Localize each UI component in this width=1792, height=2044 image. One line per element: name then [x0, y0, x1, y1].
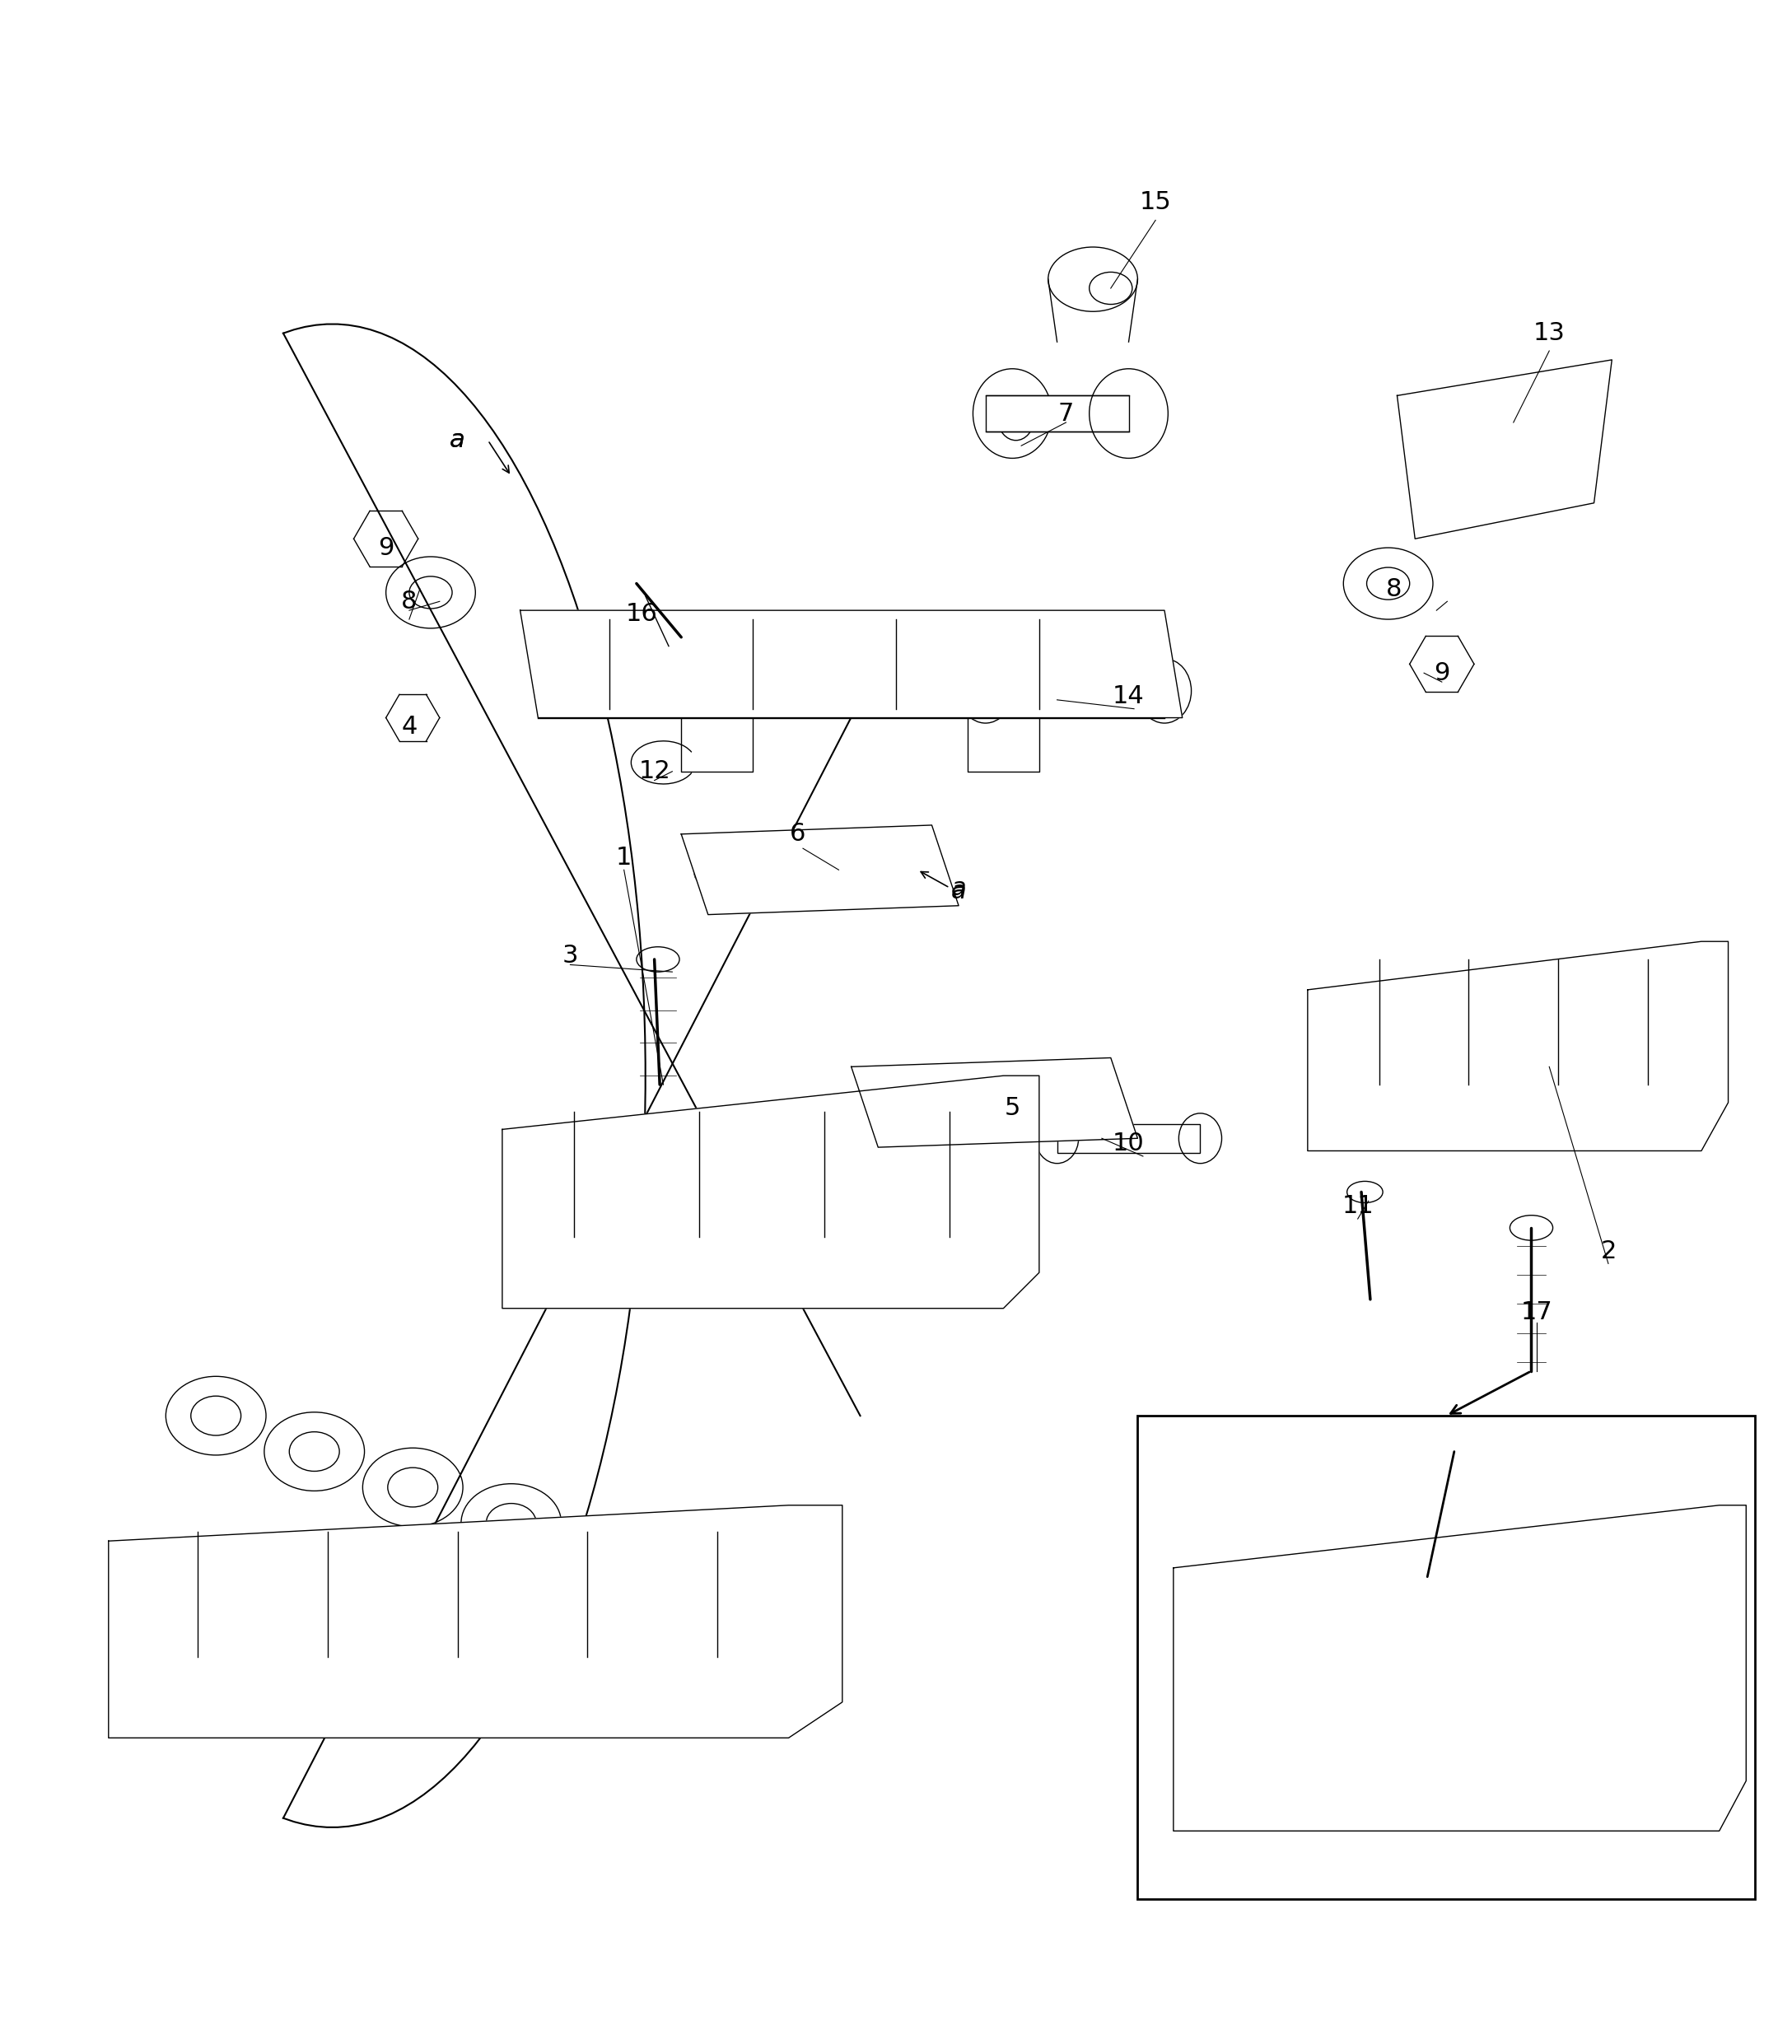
Polygon shape — [851, 1059, 1138, 1147]
Text: 2: 2 — [1600, 1239, 1616, 1263]
Text: 7: 7 — [1057, 401, 1073, 425]
Text: 11: 11 — [1342, 1194, 1374, 1218]
Polygon shape — [109, 1504, 842, 1737]
Text: a: a — [952, 879, 966, 903]
Text: 6: 6 — [790, 822, 806, 846]
Text: 8: 8 — [1385, 576, 1401, 601]
Text: 8: 8 — [401, 589, 418, 613]
Bar — [1138, 1416, 1754, 1899]
Polygon shape — [520, 611, 1183, 717]
Polygon shape — [1398, 360, 1611, 540]
Text: 14: 14 — [1113, 685, 1145, 707]
Polygon shape — [681, 826, 959, 914]
Polygon shape — [502, 1075, 1039, 1308]
Text: 10: 10 — [1113, 1132, 1145, 1155]
Text: 2: 2 — [1195, 1842, 1211, 1866]
Text: 3: 3 — [563, 944, 579, 967]
Bar — [986, 672, 1165, 709]
Bar — [1057, 1124, 1201, 1153]
Text: a: a — [450, 429, 466, 452]
Text: 適用号機
Serial No. 10282～: 適用号機 Serial No. 10282～ — [1333, 1864, 1496, 1899]
Polygon shape — [1308, 942, 1727, 1151]
Text: 18: 18 — [1495, 1515, 1525, 1539]
Text: 5: 5 — [1004, 1096, 1020, 1120]
Text: 9: 9 — [378, 536, 394, 560]
Text: 13: 13 — [1534, 321, 1564, 345]
Text: 12: 12 — [638, 760, 670, 783]
Text: 17: 17 — [1521, 1300, 1552, 1325]
Bar — [986, 397, 1129, 431]
Text: 4: 4 — [401, 715, 418, 738]
Text: 16: 16 — [625, 603, 658, 625]
Text: 9: 9 — [1434, 660, 1450, 685]
Polygon shape — [1174, 1504, 1745, 1831]
Text: a: a — [952, 875, 966, 899]
Text: 15: 15 — [1140, 190, 1172, 215]
Text: 1: 1 — [616, 846, 633, 869]
Text: a: a — [450, 429, 466, 452]
